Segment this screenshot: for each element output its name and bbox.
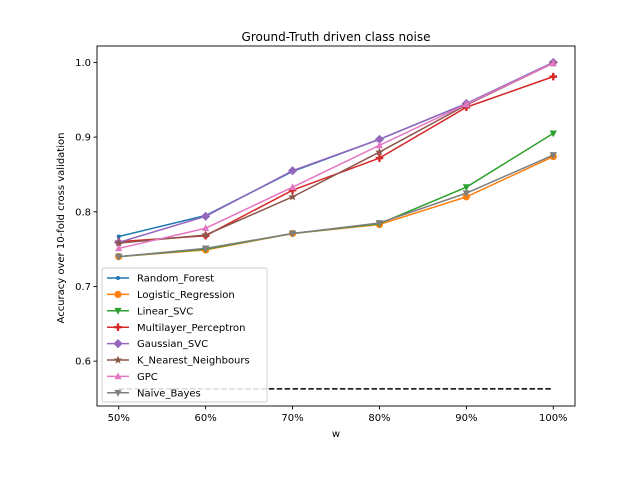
data-point xyxy=(549,59,557,67)
data-point xyxy=(115,253,123,261)
data-point xyxy=(201,211,211,221)
legend-entry: Gaussian_SVC xyxy=(107,339,208,350)
data-point xyxy=(375,154,384,162)
legend-label: Random_Forest xyxy=(137,274,214,285)
data-point xyxy=(114,238,123,247)
legend-entry: Naive_Bayes xyxy=(107,388,201,399)
legend-marker xyxy=(114,323,122,331)
data-point xyxy=(462,100,470,108)
legend: Random_Forest Logistic_Regression Linear_S… xyxy=(101,267,268,403)
series-line xyxy=(118,62,554,244)
data-point xyxy=(288,230,297,238)
data-point xyxy=(375,147,384,156)
legend-label: Linear_SVC xyxy=(137,306,193,317)
legend-label: K_Nearest_Neighbours xyxy=(137,356,250,367)
data-point xyxy=(287,166,298,176)
x-tick-label: 50% xyxy=(108,413,130,424)
plot-area: 50% 60% 70% 80% 90% 100% 0.6 0.7 0.8 0.9 1.0 xyxy=(75,45,576,424)
legend-entry: Linear_SVC xyxy=(107,306,193,317)
legend-label: Multilayer_Perceptron xyxy=(137,323,246,334)
chart-title: Ground-Truth driven class noise xyxy=(242,30,431,44)
series-linear-svc xyxy=(115,130,557,261)
data-point xyxy=(462,184,470,192)
y-tick-label: 0.7 xyxy=(75,282,91,293)
data-point xyxy=(374,134,385,144)
legend-marker xyxy=(116,276,120,280)
data-point xyxy=(549,130,557,138)
data-point xyxy=(115,244,123,252)
legend-label: GPC xyxy=(137,372,158,383)
series-line xyxy=(118,132,554,258)
legend-entry: Logistic_Regression xyxy=(107,290,235,301)
y-tick-label: 1.0 xyxy=(75,58,91,69)
y-axis-label: Accuracy over 10-fold cross validation xyxy=(56,133,67,324)
legend-entry: GPC xyxy=(107,372,158,383)
x-tick-label: 80% xyxy=(368,413,390,424)
legend-label: Gaussian_SVC xyxy=(137,339,208,350)
data-point xyxy=(375,141,384,149)
y-tick-label: 0.6 xyxy=(75,357,91,368)
data-point xyxy=(201,230,210,239)
legend-marker xyxy=(114,389,122,397)
legend-entry: Random_Forest xyxy=(107,274,214,285)
legend-entry: Multilayer_Perceptron xyxy=(107,323,246,334)
x-tick-label: 100% xyxy=(539,413,568,424)
x-tick-label: 90% xyxy=(455,413,477,424)
series-multilayer-perceptron xyxy=(114,72,558,246)
data-point xyxy=(116,234,121,239)
legend-label: Logistic_Regression xyxy=(137,290,235,301)
data-point xyxy=(202,245,210,253)
series-gaussian-svc xyxy=(114,57,558,248)
legend-marker xyxy=(113,355,123,364)
data-point xyxy=(288,192,297,201)
series-line xyxy=(118,62,554,250)
data-point xyxy=(288,183,297,191)
series-line xyxy=(118,154,554,258)
y-tick-label: 0.9 xyxy=(75,133,91,144)
legend-entry: K_Nearest_Neighbours xyxy=(107,355,250,367)
y-tick-label: 0.8 xyxy=(75,207,91,218)
data-point xyxy=(549,152,557,160)
legend-label: Naive_Bayes xyxy=(137,388,201,399)
series-naive-bayes xyxy=(115,152,557,261)
legend-marker xyxy=(114,372,122,380)
series-logistic-regression xyxy=(115,152,557,261)
data-point xyxy=(462,190,470,198)
data-point xyxy=(549,72,558,81)
series-line xyxy=(118,75,554,243)
series-line xyxy=(118,61,554,238)
series-random-forest xyxy=(116,60,556,239)
series-gpc xyxy=(115,59,557,252)
x-axis-label: w xyxy=(332,429,340,440)
plot-frame xyxy=(96,45,576,407)
legend-marker xyxy=(114,290,122,298)
series-line xyxy=(118,61,554,244)
x-tick-label: 60% xyxy=(195,413,217,424)
x-tick-label: 70% xyxy=(281,413,303,424)
legend-marker xyxy=(113,339,123,349)
data-point xyxy=(202,224,210,232)
legend-marker xyxy=(114,307,122,315)
series-k-nearest-neighbours xyxy=(114,58,558,247)
series-line xyxy=(118,155,554,258)
legend-box xyxy=(101,267,268,403)
data-point xyxy=(375,220,384,227)
